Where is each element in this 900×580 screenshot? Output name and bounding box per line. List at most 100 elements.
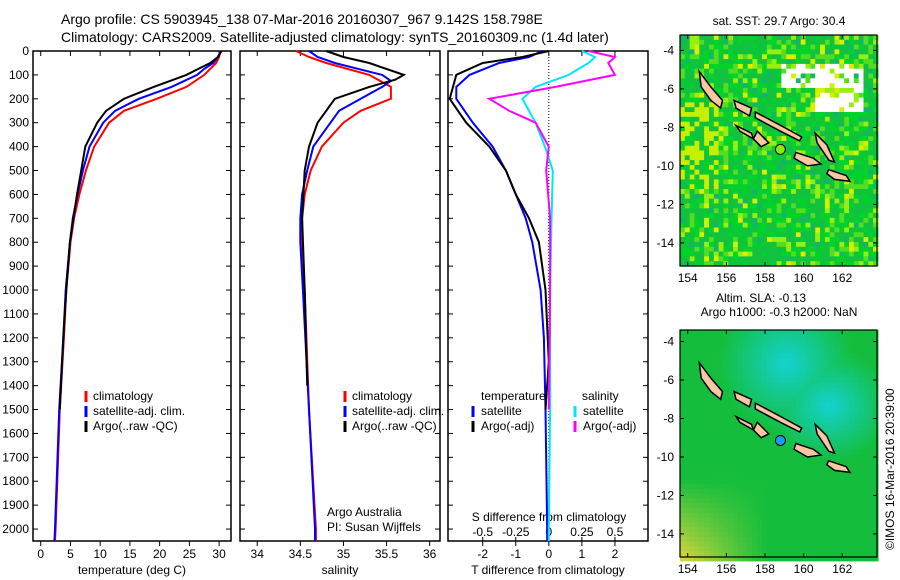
map-cell — [723, 349, 729, 355]
map-cell — [771, 464, 778, 471]
map-cell — [853, 527, 860, 533]
map-cell — [742, 507, 749, 514]
map-cell — [805, 551, 811, 557]
map-cell — [752, 256, 758, 262]
map-cell — [815, 189, 821, 195]
map-cell — [689, 213, 696, 219]
map-cell — [829, 136, 836, 142]
map-cell — [723, 498, 729, 504]
lon-tick-label: 156 — [716, 562, 736, 576]
map-cell — [694, 83, 700, 89]
map-cell — [868, 213, 874, 219]
map-cell — [757, 382, 763, 389]
map-cell — [752, 39, 758, 46]
map-cell — [853, 35, 860, 41]
map-cell — [723, 169, 729, 176]
map-cell — [810, 256, 816, 262]
map-cell — [791, 493, 797, 499]
map-cell — [834, 503, 840, 509]
map-cell — [795, 503, 802, 509]
map-cell — [689, 382, 696, 389]
map-cell — [699, 455, 705, 461]
map-cell — [829, 107, 836, 113]
map-cell — [723, 464, 729, 471]
map-cell — [723, 203, 729, 209]
map-cell — [699, 551, 705, 557]
map-cell — [689, 155, 696, 161]
map-cell — [781, 551, 787, 557]
map-cell — [824, 83, 831, 89]
map-cell — [733, 73, 739, 79]
map-cell — [834, 92, 840, 99]
map-cell — [868, 232, 874, 238]
map-cell — [752, 445, 758, 451]
map-cell — [771, 169, 778, 176]
map-cell — [704, 227, 710, 233]
map-cell — [713, 406, 720, 413]
map-cell — [733, 251, 739, 257]
map-cell — [873, 232, 879, 238]
map-cell — [849, 363, 855, 370]
map-cell — [733, 503, 739, 509]
map-cell — [868, 198, 874, 204]
map-cell — [873, 479, 879, 485]
map-cell — [747, 193, 753, 200]
map-cell — [800, 44, 807, 50]
map-cell — [849, 551, 855, 557]
map-cell — [680, 536, 686, 543]
map-cell — [805, 203, 811, 209]
map-cell — [771, 488, 778, 495]
map-cell — [684, 256, 691, 262]
map-cell — [680, 246, 686, 253]
map-cell — [873, 507, 879, 514]
map-cell — [742, 387, 749, 394]
map-cell — [781, 483, 787, 490]
map-cell — [742, 551, 749, 557]
map-cell — [820, 522, 826, 528]
map-cell — [858, 87, 865, 94]
map-cell — [742, 193, 749, 200]
map-cell — [762, 512, 768, 519]
map-cell — [873, 344, 879, 350]
map-cell — [680, 68, 686, 75]
map-cell — [728, 358, 734, 365]
map-cell — [820, 241, 826, 248]
map-cell — [815, 455, 821, 461]
argo-position-marker — [774, 434, 786, 446]
map-cell — [810, 431, 816, 437]
map-cell — [820, 330, 826, 336]
map-cell — [737, 450, 744, 456]
map-cell — [747, 354, 753, 360]
map-cell — [747, 145, 753, 152]
map-cell — [713, 213, 720, 219]
map-cell — [757, 251, 763, 257]
map-cell — [723, 136, 729, 142]
map-cell — [824, 411, 831, 418]
map-cell — [709, 483, 715, 490]
map-cell — [699, 136, 705, 142]
map-cell — [699, 232, 705, 238]
map-cell — [737, 382, 744, 389]
map-cell — [771, 217, 778, 224]
map-cell — [844, 522, 850, 528]
map-cell — [858, 330, 865, 336]
map-cell — [728, 455, 734, 461]
map-cell — [795, 73, 802, 79]
map-cell — [699, 339, 705, 345]
map-cell — [853, 512, 860, 519]
map-cell — [680, 59, 686, 65]
map-cell — [694, 445, 700, 451]
y-tick-label: 1300 — [2, 355, 29, 369]
map-cell — [718, 368, 724, 374]
map-cell — [834, 556, 840, 562]
map-cell — [694, 358, 700, 365]
map-cell — [853, 44, 860, 50]
map-cell — [713, 435, 720, 442]
map-cell — [868, 54, 874, 60]
map-cell — [834, 459, 840, 466]
map-cell — [723, 179, 729, 185]
map-cell — [820, 83, 826, 89]
map-cell — [757, 237, 763, 243]
y-tick-label: 1200 — [2, 331, 29, 345]
map-cell — [873, 387, 879, 394]
